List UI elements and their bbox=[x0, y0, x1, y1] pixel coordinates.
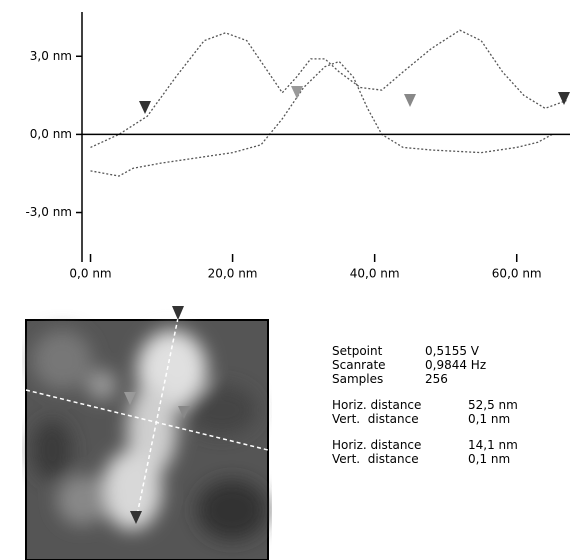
x-tick-label: 0,0 nm bbox=[69, 267, 111, 281]
x-tick-label: 20,0 nm bbox=[208, 267, 258, 281]
parameter-name: Scanrate bbox=[332, 358, 386, 372]
profile-line bbox=[90, 29, 567, 149]
measurement-row: Vert. distance 0,1 nm bbox=[332, 412, 518, 426]
measurement-name: Horiz. distance bbox=[332, 398, 422, 412]
measurement-value: 0,1 nm bbox=[468, 452, 511, 466]
measurement-name: Vert. distance bbox=[332, 452, 419, 466]
parameter-name: Setpoint bbox=[332, 344, 383, 358]
y-tick-label: -3,0 nm bbox=[25, 205, 72, 219]
measurement-row: Horiz. distance 14,1 nm bbox=[332, 438, 518, 452]
measurement-row: Vert. distance 0,1 nm bbox=[332, 452, 518, 466]
cursor-marker bbox=[139, 101, 151, 114]
afm-image bbox=[25, 306, 269, 560]
parameter-value: 256 bbox=[425, 372, 448, 386]
profile-chart: -3,0 nm 0,0 nm 3,0 nm 0,0 nm 20,0 nm 40,0 nm 6… bbox=[25, 12, 570, 281]
y-tick-label: 0,0 nm bbox=[30, 127, 72, 141]
measurement-value: 52,5 nm bbox=[468, 398, 518, 412]
parameter-value: 0,5155 V bbox=[425, 344, 480, 358]
cursor-marker bbox=[558, 92, 570, 105]
cursor-marker bbox=[291, 86, 303, 99]
profile-line bbox=[90, 60, 553, 177]
parameter-name: Samples bbox=[332, 372, 384, 386]
scan-info: Setpoint 0,5155 V Scanrate 0,9844 Hz Samples… bbox=[332, 344, 518, 478]
measurement-group: Horiz. distance 52,5 nm Vert. distance 0,1 … bbox=[332, 398, 518, 426]
measurement-name: Vert. distance bbox=[332, 412, 419, 426]
parameter-group: Setpoint 0,5155 V Scanrate 0,9844 Hz Samples… bbox=[332, 344, 518, 386]
measurement-name: Horiz. distance bbox=[332, 438, 422, 452]
measurement-value: 0,1 nm bbox=[468, 412, 511, 426]
cursor-marker bbox=[404, 94, 416, 107]
parameter-value: 0,9844 Hz bbox=[425, 358, 487, 372]
parameter-row: Setpoint 0,5155 V bbox=[332, 344, 518, 358]
parameter-row: Samples 256 bbox=[332, 372, 518, 386]
parameter-row: Scanrate 0,9844 Hz bbox=[332, 358, 518, 372]
measurement-value: 14,1 nm bbox=[468, 438, 518, 452]
measurement-group: Horiz. distance 14,1 nm Vert. distance 0,1 … bbox=[332, 438, 518, 466]
x-tick-label: 40,0 nm bbox=[350, 267, 400, 281]
x-tick-label: 60,0 nm bbox=[492, 267, 542, 281]
measurement-row: Horiz. distance 52,5 nm bbox=[332, 398, 518, 412]
y-tick-label: 3,0 nm bbox=[30, 49, 72, 63]
